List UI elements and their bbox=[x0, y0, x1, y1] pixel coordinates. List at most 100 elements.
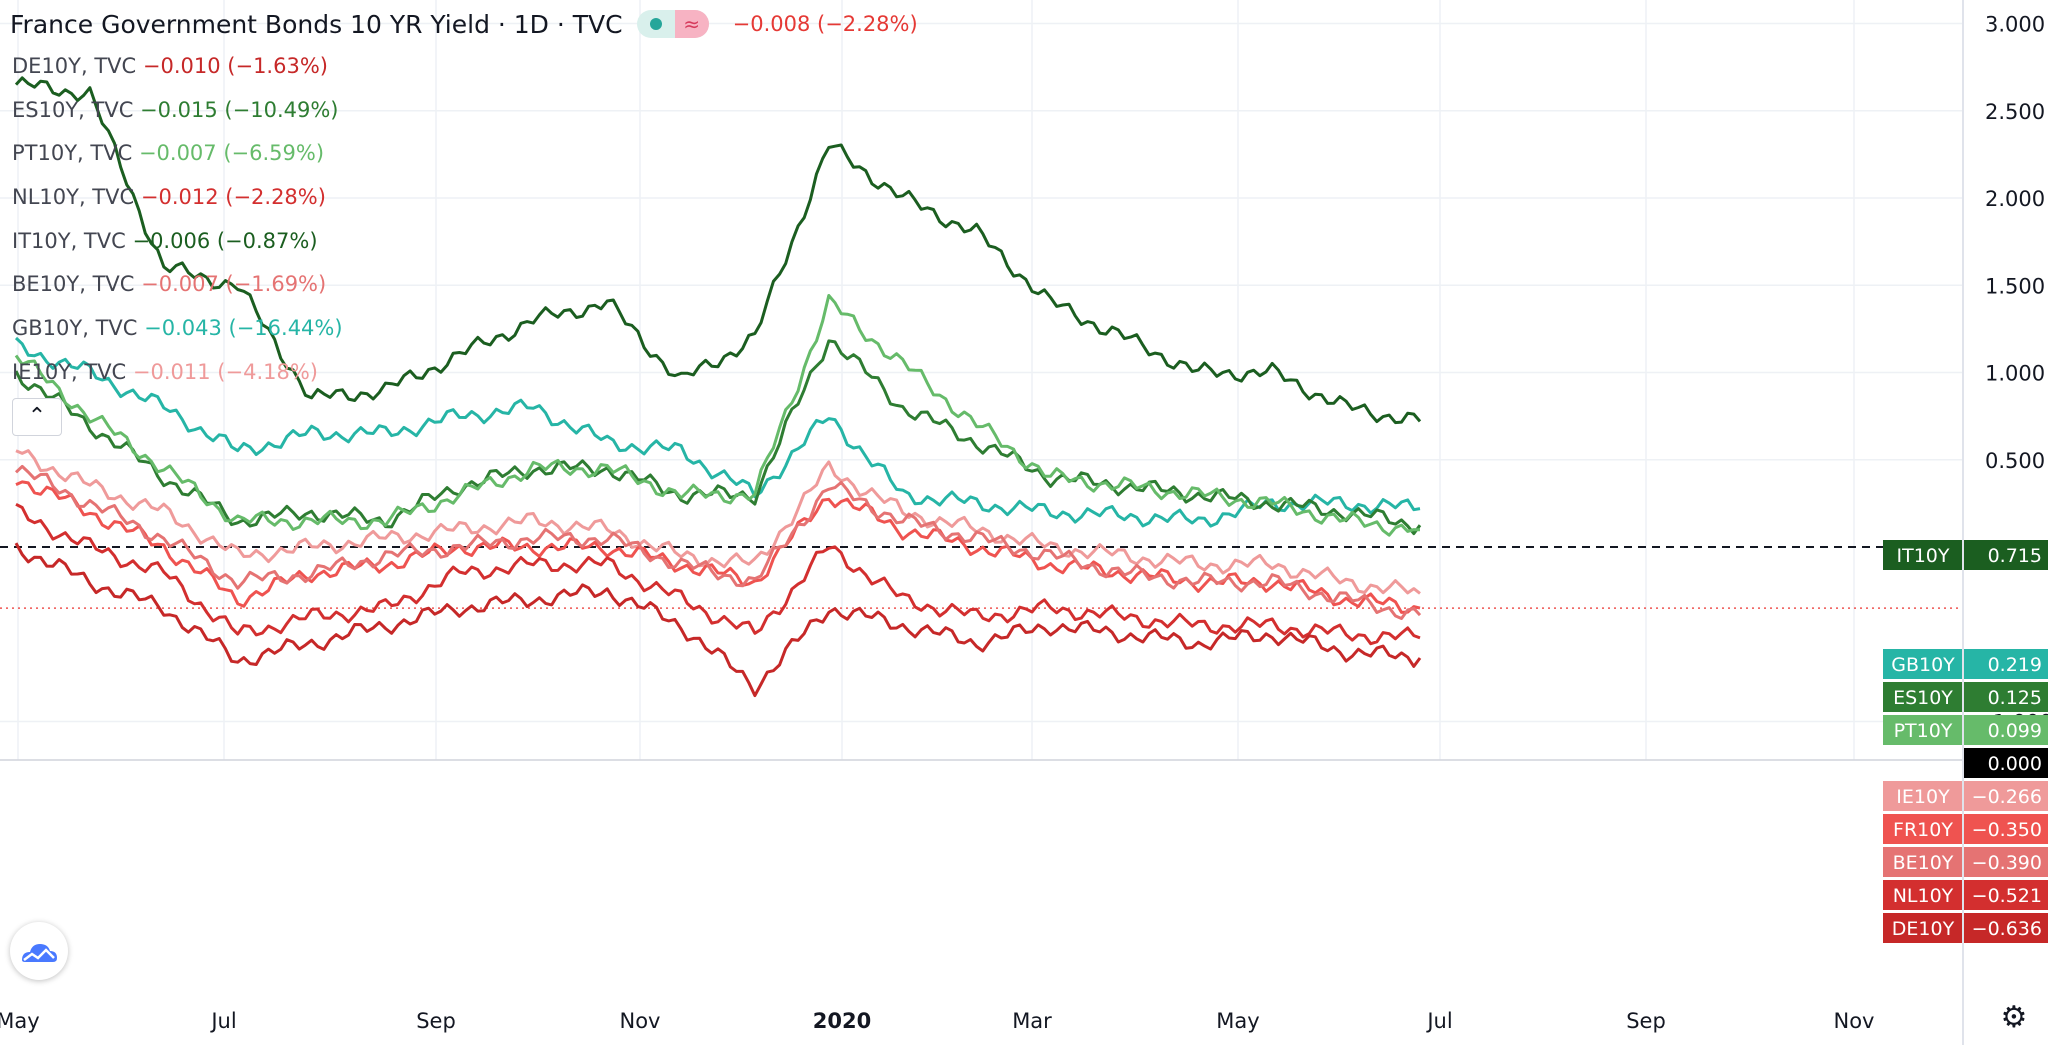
legend-item-it10y[interactable]: IT10Y, TVC −0.006 (−0.87%) bbox=[12, 225, 343, 269]
y-tick-label: 2.000 bbox=[1985, 187, 2045, 211]
x-tick-label: Mar bbox=[1012, 1009, 1052, 1033]
price-label-name: ES10Y bbox=[1893, 687, 1953, 709]
price-label-name: IT10Y bbox=[1897, 545, 1950, 567]
indicator-toggle-pill[interactable]: ≈ bbox=[636, 10, 709, 38]
x-tick-label: 2020 bbox=[813, 1009, 871, 1033]
price-label-value-bg bbox=[1963, 847, 2048, 877]
series-line-pt10y bbox=[14, 294, 1421, 537]
price-label-name-bg bbox=[1883, 715, 1963, 745]
cloud-logo-icon bbox=[22, 944, 57, 962]
price-label-value: −0.521 bbox=[1972, 885, 2042, 907]
x-axis: May Jul Sep Nov 2020 Mar May Jul Sep Nov bbox=[0, 759, 1962, 1033]
price-label-value-bg bbox=[1963, 880, 2048, 910]
price-label-value-bg bbox=[1963, 540, 2048, 570]
legend-change: −0.015 (−10.49%) bbox=[140, 97, 339, 122]
price-label-value: 0.219 bbox=[1988, 654, 2042, 676]
price-label-value-bg bbox=[1963, 715, 2048, 745]
price-label-value: 0.000 bbox=[1988, 753, 2042, 775]
legend-symbol: DE10Y, TVC bbox=[12, 54, 137, 78]
chevron-up-icon: ⌃ bbox=[27, 404, 47, 429]
price-label-value-bg bbox=[1963, 913, 2048, 943]
series-line-gb10y bbox=[14, 336, 1421, 528]
price-label-name-bg bbox=[1883, 781, 1963, 811]
title-change-value: −0.008 (−2.28%) bbox=[732, 12, 918, 36]
series-line-be10y bbox=[14, 464, 1422, 620]
y-tick-label: 1.500 bbox=[1985, 274, 2045, 298]
price-label-value: 0.099 bbox=[1988, 720, 2042, 742]
price-labels: IT10Y 0.715 GB10Y 0.219 ES10Y 0.125 PT10Y 0.099… bbox=[1883, 540, 2048, 943]
tradingview-logo[interactable] bbox=[10, 922, 68, 980]
y-tick-label: 3.000 bbox=[1985, 13, 2045, 37]
legend-symbol: BE10Y, TVC bbox=[12, 272, 135, 297]
legend-item-pt10y[interactable]: PT10Y, TVC −0.007 (−6.59%) bbox=[12, 137, 343, 181]
x-tick-label: Jul bbox=[209, 1009, 236, 1033]
legend-item-es10y[interactable]: ES10Y, TVC −0.015 (−10.49%) bbox=[12, 94, 343, 138]
y-tick-label: 0.500 bbox=[1985, 449, 2045, 473]
price-scale-divider bbox=[1962, 0, 1964, 1045]
legend-symbol: NL10Y, TVC bbox=[12, 185, 135, 210]
price-label-name-bg bbox=[1883, 847, 1963, 877]
legend-change: −0.007 (−1.69%) bbox=[141, 272, 327, 297]
price-label-value-bg bbox=[1963, 814, 2048, 844]
legend-change: −0.006 (−0.87%) bbox=[132, 228, 318, 253]
collapse-legend-button[interactable]: ⌃ bbox=[12, 398, 62, 436]
price-label-value: 0.125 bbox=[1988, 687, 2042, 709]
price-label-name-bg bbox=[1883, 814, 1963, 844]
legend-item-gb10y[interactable]: GB10Y, TVC −0.043 (−16.44%) bbox=[12, 312, 343, 356]
chart-title: France Government Bonds 10 YR Yield · 1D… bbox=[10, 9, 623, 39]
price-label-name: IE10Y bbox=[1896, 786, 1950, 808]
price-label-value: −0.636 bbox=[1972, 918, 2042, 940]
x-tick-label: Jul bbox=[1425, 1009, 1452, 1033]
y-tick-label: 1.000 bbox=[1985, 362, 2045, 386]
price-label-value-bg bbox=[1963, 649, 2048, 679]
price-label-value: −0.390 bbox=[1972, 852, 2042, 874]
series-line-it10y bbox=[14, 76, 1422, 425]
price-label-value: 0.715 bbox=[1988, 545, 2042, 567]
legend-symbol: GB10Y, TVC bbox=[12, 316, 138, 341]
price-label-name: GB10Y bbox=[1891, 654, 1955, 676]
price-label-name-bg bbox=[1883, 540, 1963, 570]
series-line-ie10y bbox=[15, 449, 1421, 595]
legend-symbol: ES10Y, TVC bbox=[12, 97, 134, 122]
legend-symbol: IE10Y, TVC bbox=[12, 359, 127, 384]
x-tick-label: Nov bbox=[1834, 1009, 1875, 1033]
x-tick-label: May bbox=[0, 1009, 40, 1033]
y-tick-label: 2.500 bbox=[1985, 100, 2045, 124]
series-line-es10y bbox=[14, 339, 1422, 536]
chart-header: France Government Bonds 10 YR Yield · 1D… bbox=[10, 8, 918, 40]
legend-item-de10y[interactable]: DE10Y, TVC −0.010 (−1.63%) bbox=[12, 50, 343, 94]
price-label-value-bg bbox=[1963, 682, 2048, 712]
price-label-name-bg bbox=[1883, 880, 1963, 910]
price-label-name-bg bbox=[1883, 682, 1963, 712]
legend-item-be10y[interactable]: BE10Y, TVC −0.007 (−1.69%) bbox=[12, 268, 343, 312]
legend-change: −0.012 (−2.28%) bbox=[140, 185, 326, 210]
x-tick-label: Sep bbox=[1626, 1009, 1666, 1033]
x-tick-label: Nov bbox=[620, 1009, 661, 1033]
price-label-value: −0.350 bbox=[1972, 819, 2042, 841]
price-label-name: NL10Y bbox=[1893, 885, 1954, 907]
x-tick-label: May bbox=[1216, 1009, 1259, 1033]
price-label-name: DE10Y bbox=[1892, 918, 1955, 940]
price-label-value-bg bbox=[1963, 748, 2048, 778]
price-label-name-bg bbox=[1883, 649, 1963, 679]
legend-item-nl10y[interactable]: NL10Y, TVC −0.012 (−2.28%) bbox=[12, 181, 343, 225]
price-label-value-bg bbox=[1963, 781, 2048, 811]
series-lines bbox=[14, 76, 1422, 698]
price-label-value: −0.266 bbox=[1972, 786, 2042, 808]
compare-wave-icon[interactable]: ≈ bbox=[674, 10, 709, 38]
legend: DE10Y, TVC −0.010 (−1.63%) ES10Y, TVC −0… bbox=[12, 50, 343, 400]
legend-change: −0.043 (−16.44%) bbox=[144, 316, 343, 341]
settings-gear-icon[interactable]: ⚙ bbox=[2000, 1000, 2028, 1035]
series-line-de10y bbox=[14, 542, 1422, 698]
legend-symbol: IT10Y, TVC bbox=[12, 228, 126, 253]
legend-change: −0.010 (−1.63%) bbox=[142, 54, 328, 78]
legend-change: −0.007 (−6.59%) bbox=[138, 141, 325, 166]
series-line-nl10y bbox=[15, 502, 1421, 646]
price-label-name-bg bbox=[1883, 913, 1963, 943]
legend-change: −0.011 (−4.18%) bbox=[132, 359, 318, 384]
legend-item-ie10y[interactable]: IE10Y, TVC −0.011 (−4.18%) bbox=[12, 356, 343, 400]
price-label-name: PT10Y bbox=[1894, 720, 1953, 742]
